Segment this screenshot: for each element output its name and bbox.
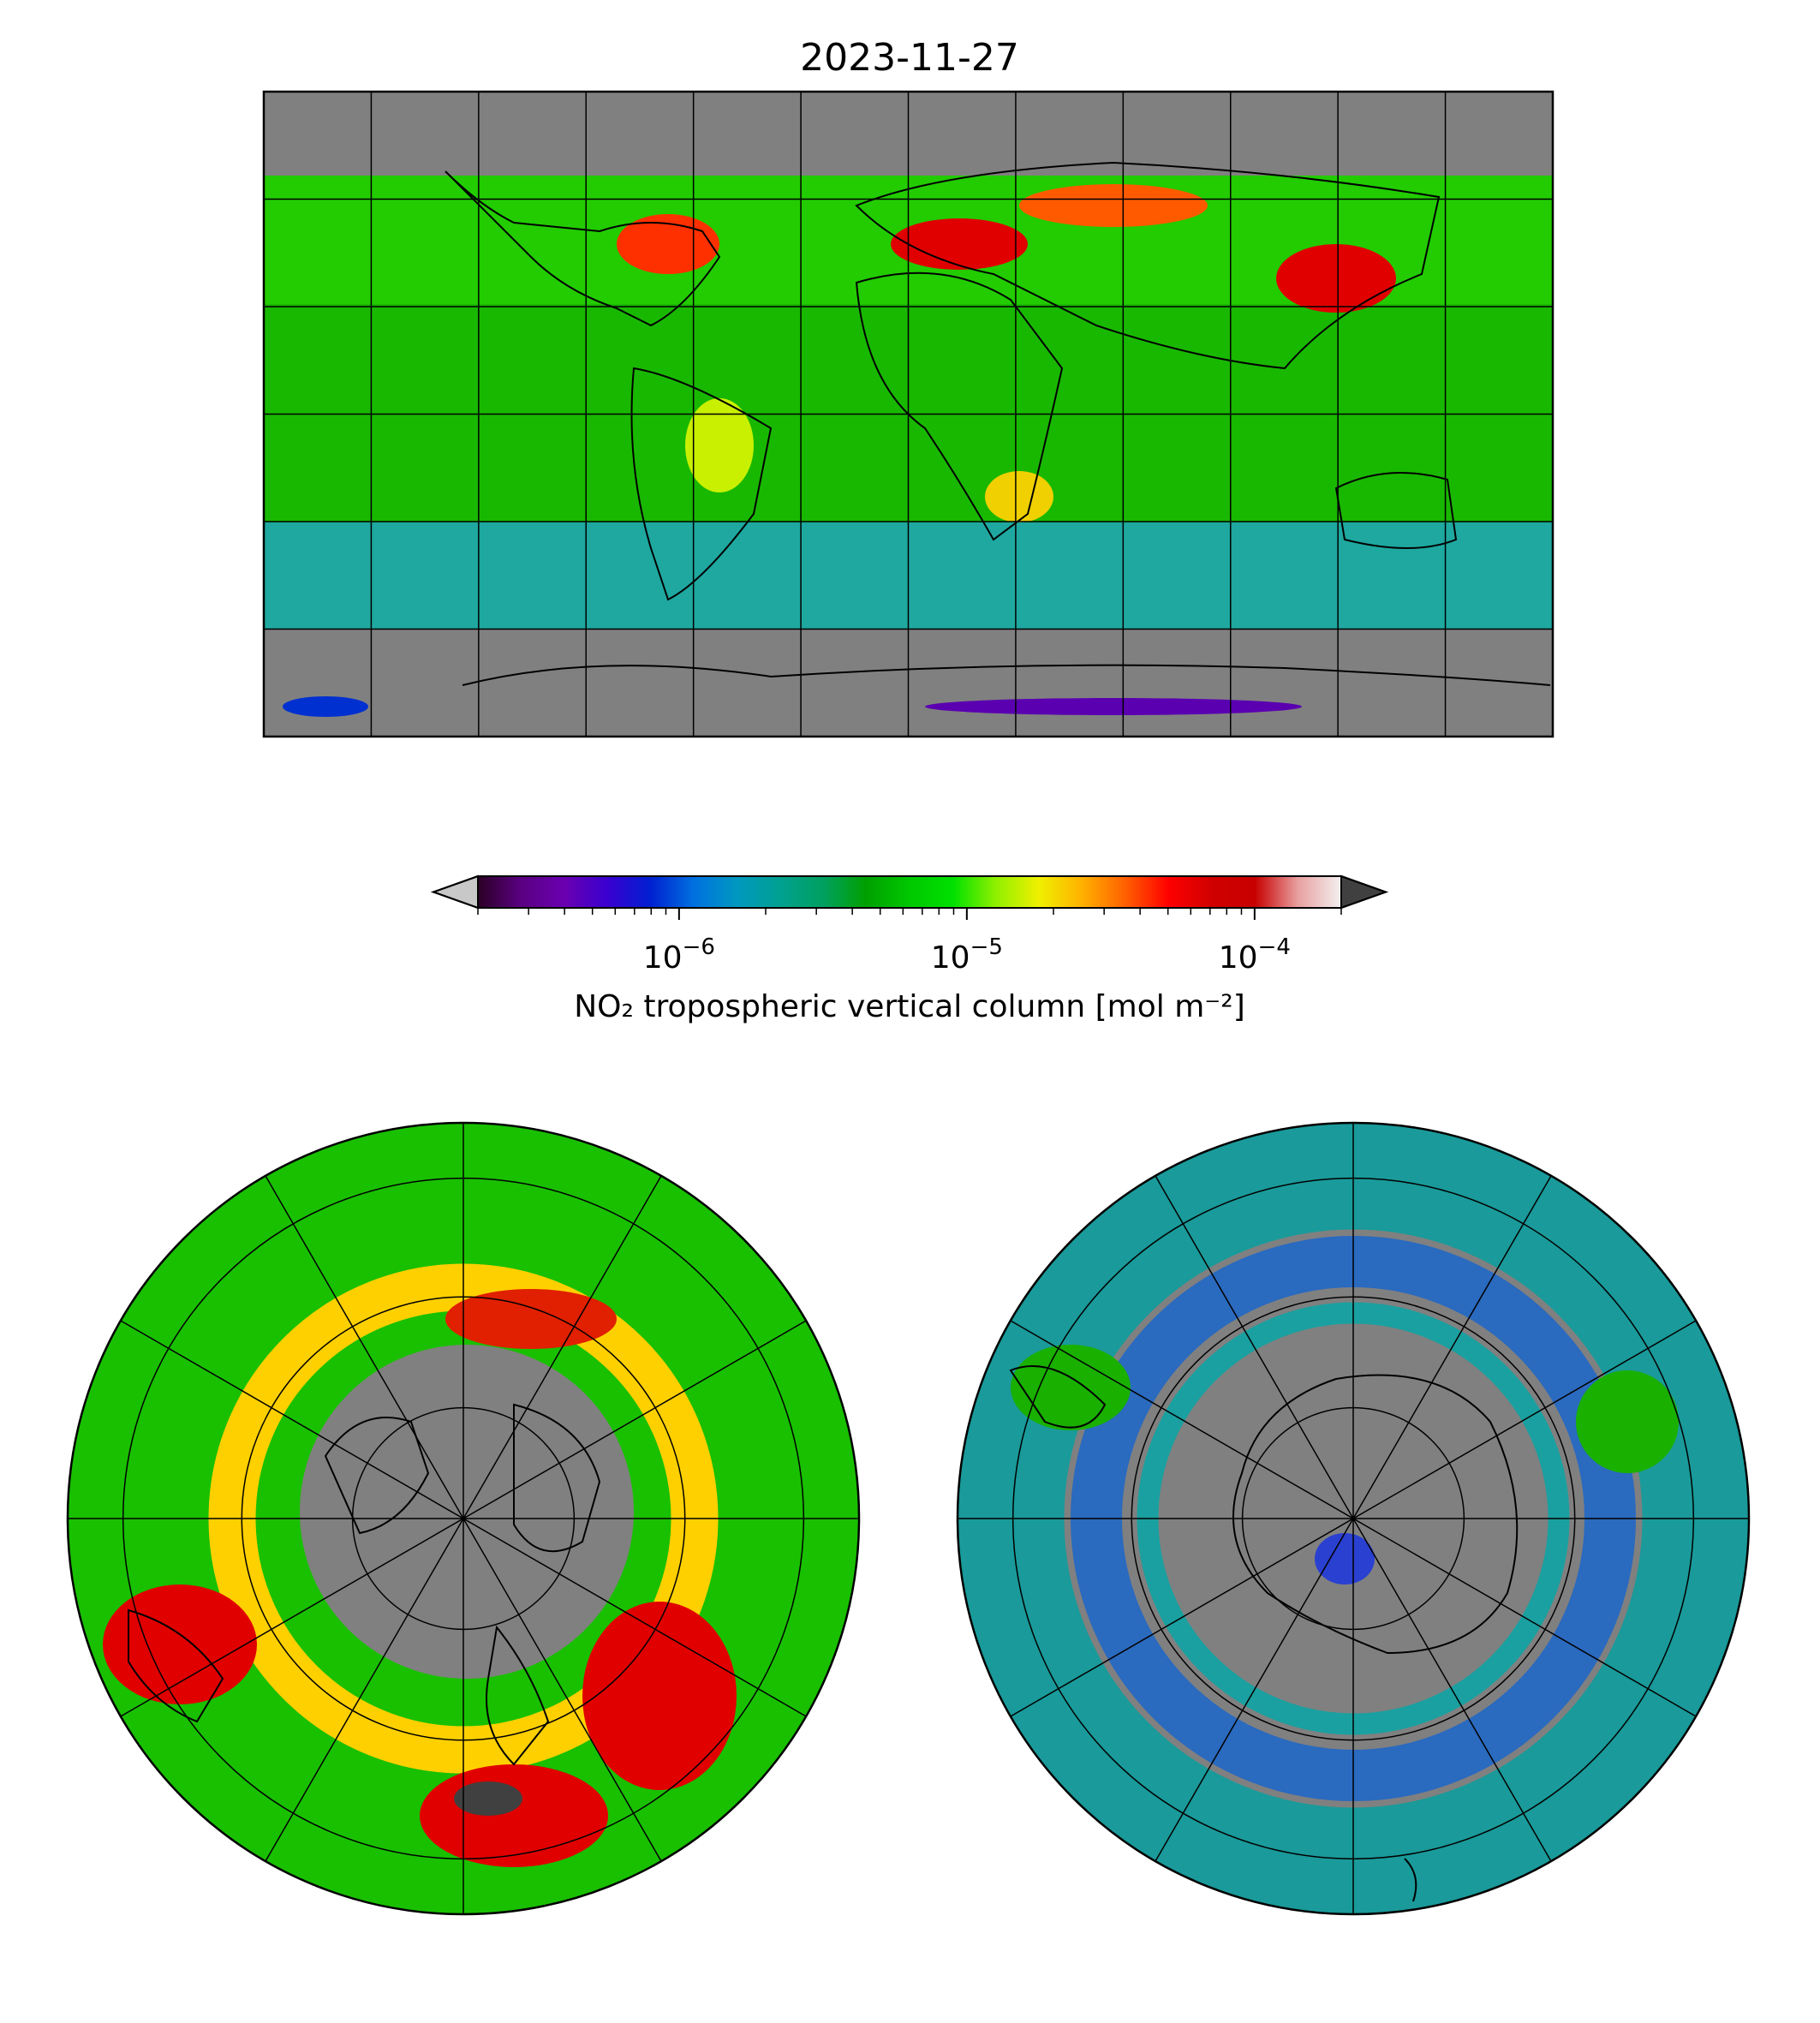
antarctic-coast-low-values bbox=[925, 698, 1302, 715]
north-highvalue-cluster bbox=[454, 1781, 522, 1816]
south-polar-frame bbox=[956, 1121, 1751, 1916]
colorbar-tick-label-1e-5: 10−5 bbox=[931, 934, 1003, 976]
colorbar-minor-ticks bbox=[477, 908, 1342, 915]
colorbar: 10−6 10−5 10−4 NO₂ tropospheric vertical… bbox=[431, 874, 1388, 1024]
colorbar-label: NO₂ tropospheric vertical column [mol m⁻… bbox=[574, 989, 1245, 1024]
north-coastlines bbox=[128, 1403, 601, 1766]
colorbar-extend-over-triangle bbox=[1340, 874, 1388, 910]
tick-exponent: −4 bbox=[1258, 934, 1291, 960]
south-polar-graticule bbox=[958, 1123, 1749, 1914]
north-polar-frame bbox=[66, 1121, 861, 1916]
plume-east-asia bbox=[1276, 244, 1396, 313]
plume-south-america bbox=[685, 398, 754, 492]
tick-exponent: −6 bbox=[683, 934, 715, 960]
meridian-line bbox=[1155, 1175, 1552, 1862]
plume-south-africa bbox=[985, 471, 1053, 522]
figure-title: 2023-11-27 bbox=[800, 36, 1019, 80]
plume-siberia bbox=[1019, 184, 1208, 227]
global-map-frame bbox=[262, 90, 1554, 738]
colorbar-extend-under-triangle bbox=[431, 874, 479, 910]
antarctic-west-low-values bbox=[283, 696, 368, 717]
tick-exponent: −5 bbox=[970, 934, 1003, 960]
meridian-line bbox=[265, 1175, 662, 1862]
colorbar-tick-label-1e-4: 10−4 bbox=[1219, 934, 1291, 976]
north-plume-europe bbox=[582, 1602, 737, 1790]
colorbar-major-ticks bbox=[677, 908, 1256, 920]
north-plume-siberia bbox=[445, 1289, 617, 1349]
tick-base: 10 bbox=[931, 940, 970, 976]
south-low-value-center bbox=[1315, 1533, 1375, 1584]
global-graticule bbox=[264, 92, 1553, 737]
colorbar-tick-labels: 10−6 10−5 10−4 bbox=[643, 934, 1291, 976]
north-plume-america bbox=[103, 1584, 257, 1704]
north-plume-east-asia bbox=[420, 1764, 608, 1867]
global-map bbox=[262, 90, 1554, 738]
colorbar-gradient bbox=[478, 876, 1341, 908]
plume-europe bbox=[891, 218, 1028, 270]
north-polar-map bbox=[66, 1121, 861, 1916]
colorbar-tick-label-1e-6: 10−6 bbox=[643, 934, 715, 976]
tick-base: 10 bbox=[1219, 940, 1258, 976]
north-polar-graticule bbox=[68, 1123, 859, 1914]
south-coastlines bbox=[1009, 1365, 1519, 1902]
tick-base: 10 bbox=[643, 940, 683, 976]
south-polar-map bbox=[956, 1121, 1751, 1916]
south-green-patch-east bbox=[1576, 1370, 1679, 1473]
